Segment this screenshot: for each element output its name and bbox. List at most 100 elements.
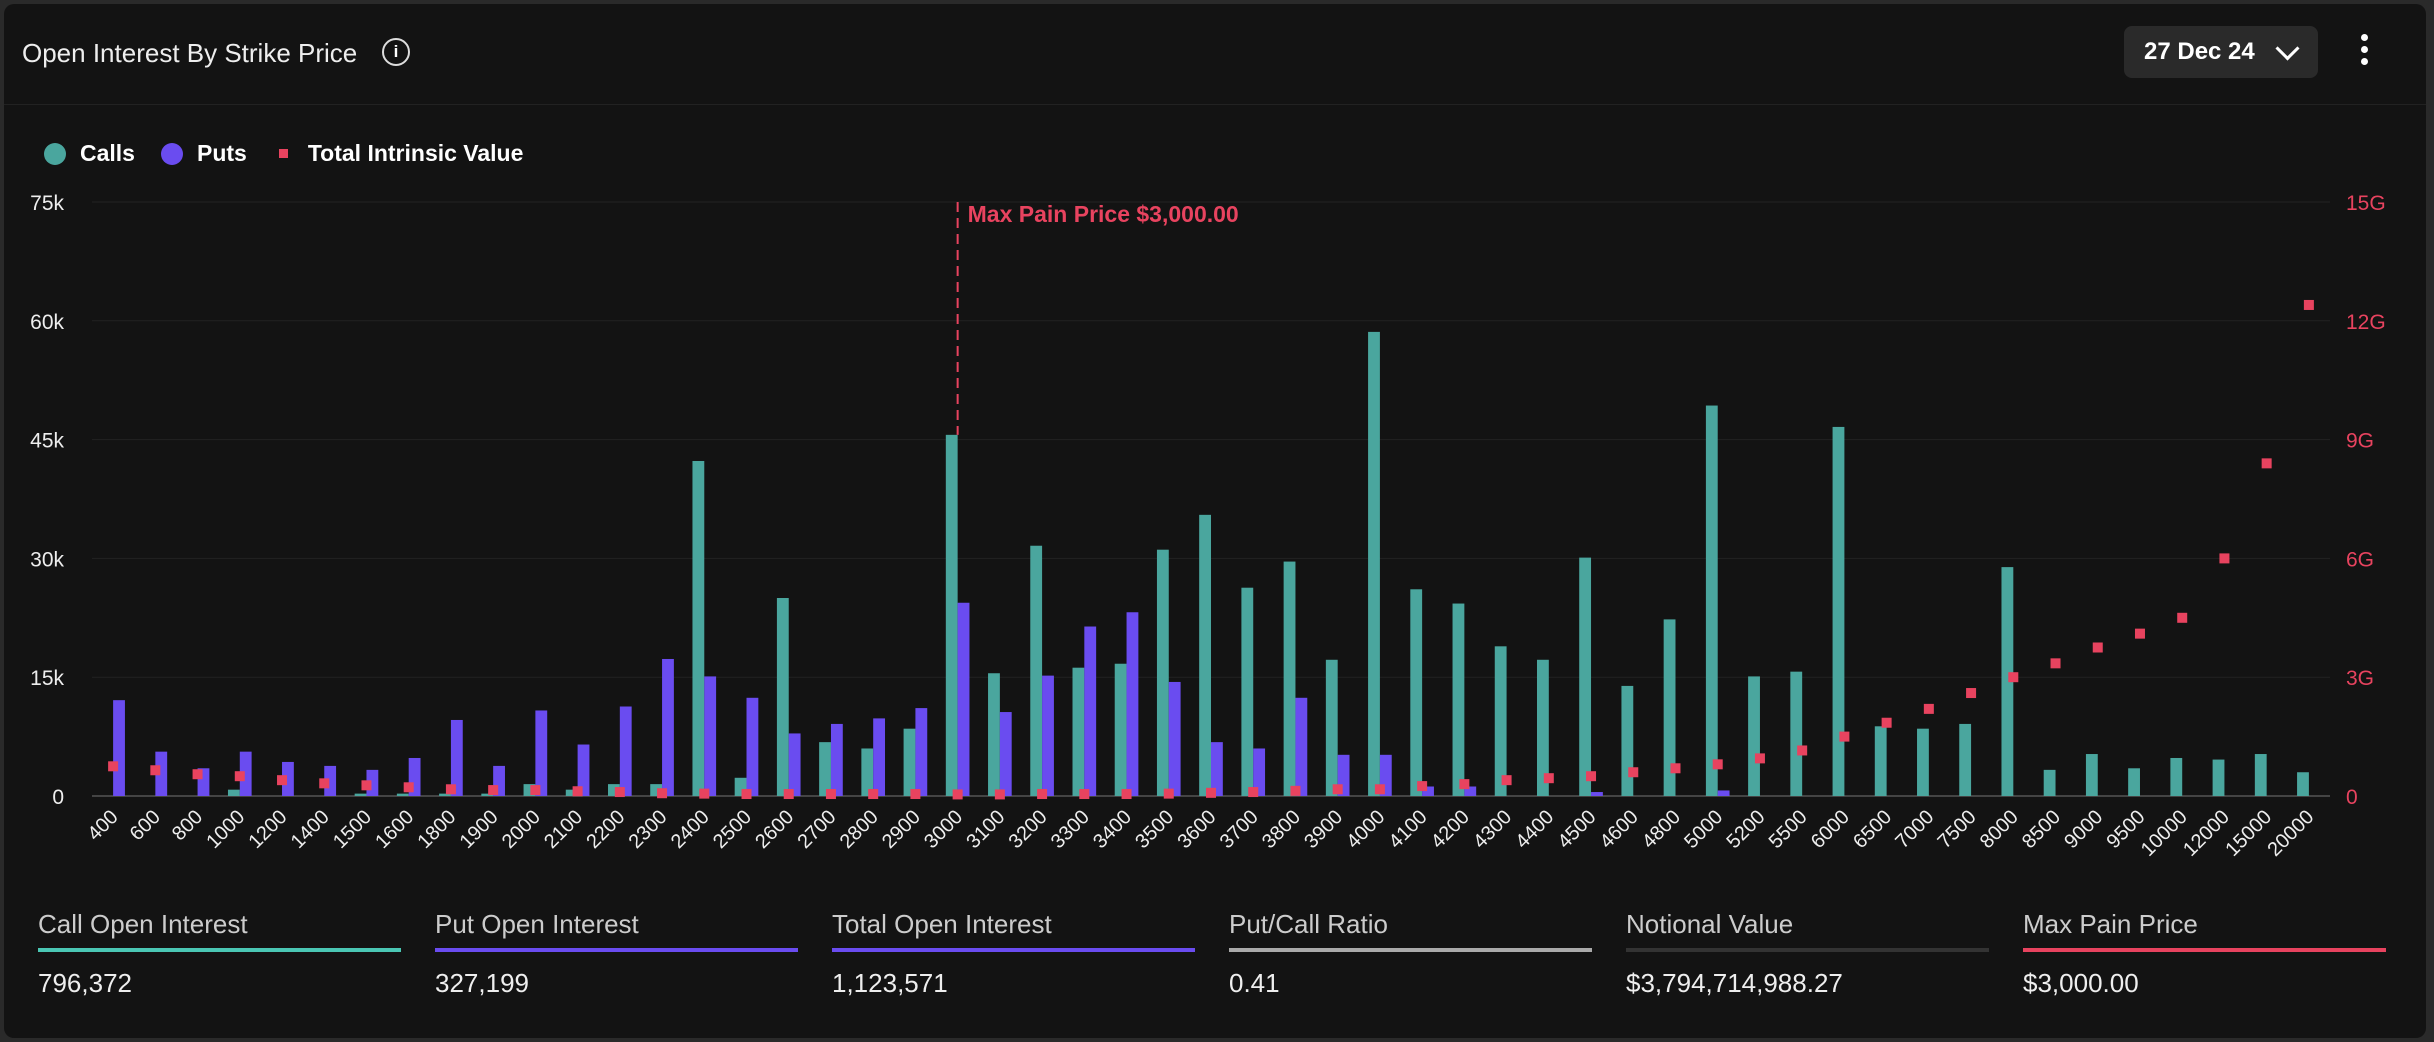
call-bar	[396, 793, 409, 796]
intrinsic-point	[234, 771, 245, 782]
x-tick: 3700	[1216, 806, 1263, 853]
call-bar	[1368, 331, 1380, 796]
intrinsic-point	[1966, 688, 1977, 699]
call-bar	[1874, 726, 1887, 796]
x-tick: 3200	[1005, 806, 1052, 853]
call-bar	[945, 434, 958, 796]
stat-call-oi: Call Open Interest 796,372	[38, 909, 401, 999]
intrinsic-point	[1290, 785, 1301, 796]
x-tick: 600	[126, 806, 165, 845]
stat-value: 0.41	[1229, 968, 1280, 998]
stat-value: 1,123,571	[832, 968, 948, 998]
intrinsic-point	[1332, 784, 1343, 795]
call-bar	[650, 784, 663, 796]
x-tick: 1800	[413, 806, 460, 853]
call-bar	[819, 742, 831, 796]
x-tick: 800	[168, 806, 207, 845]
x-tick: 1600	[371, 806, 418, 853]
put-bar	[1591, 792, 1603, 796]
y-left-tick: 75k	[30, 192, 64, 215]
intrinsic-point	[319, 778, 330, 789]
put-bar	[1422, 786, 1434, 796]
x-tick: 3400	[1089, 806, 1136, 853]
stat-label: Max Pain Price	[2023, 909, 2386, 952]
intrinsic-point	[150, 765, 161, 776]
put-bar	[704, 676, 717, 796]
call-bar	[2128, 768, 2140, 796]
call-bar	[608, 784, 620, 796]
intrinsic-point	[1712, 759, 1723, 770]
puts-dot-icon	[160, 142, 183, 165]
y-right-tick: 9G	[2346, 430, 2374, 453]
x-tick: 5000	[1680, 806, 1727, 853]
intrinsic-point	[2261, 458, 2272, 469]
y-left-tick: 45k	[30, 430, 64, 453]
x-tick: 2700	[793, 806, 840, 853]
x-tick: 3600	[1174, 806, 1221, 853]
call-bar	[1621, 685, 1634, 796]
put-bar	[113, 700, 125, 796]
intrinsic-point	[825, 789, 836, 800]
intrinsic-point	[1417, 781, 1428, 792]
x-tick: 4500	[1554, 806, 1601, 853]
intrinsic-point	[488, 785, 499, 796]
legend-intrinsic-label: Total Intrinsic Value	[307, 140, 524, 166]
legend-puts[interactable]: Puts	[160, 140, 247, 167]
put-bar	[1379, 754, 1392, 796]
intrinsic-point	[108, 761, 119, 772]
call-bar	[1790, 671, 1803, 796]
max-pain-label: Max Pain Price $3,000.00	[968, 201, 1239, 227]
x-tick: 5200	[1722, 806, 1769, 853]
put-bar	[493, 765, 505, 796]
call-bar	[1494, 646, 1507, 796]
x-tick: 6000	[1807, 806, 1854, 853]
more-options-icon[interactable]	[2354, 34, 2374, 74]
info-icon[interactable]: i	[382, 38, 410, 66]
x-tick: 3900	[1300, 806, 1347, 853]
expiry-date-select[interactable]: 27 Dec 24	[2124, 26, 2318, 78]
call-bar	[988, 673, 1000, 796]
stat-value: $3,794,714,988.27	[1626, 968, 1843, 998]
call-bar	[1917, 728, 1929, 796]
intrinsic-point	[530, 785, 541, 796]
legend-calls[interactable]: Calls	[44, 140, 135, 167]
stat-label: Total Open Interest	[832, 909, 1195, 952]
x-tick: 8000	[1976, 806, 2023, 853]
put-bar	[999, 712, 1012, 796]
call-bar	[2043, 769, 2056, 796]
x-tick: 5500	[1765, 806, 1812, 853]
x-tick: 4000	[1342, 806, 1389, 853]
intrinsic-point	[1459, 779, 1470, 790]
intrinsic-point	[445, 784, 456, 795]
x-tick: 2900	[878, 806, 925, 853]
put-bar	[957, 602, 970, 796]
x-tick: 2800	[836, 806, 883, 853]
stat-notional: Notional Value $3,794,714,988.27	[1626, 909, 1989, 999]
intrinsic-point	[2050, 658, 2061, 669]
stat-value: $3,000.00	[2023, 968, 2139, 998]
call-bar	[1030, 545, 1043, 796]
put-bar	[408, 757, 421, 796]
x-tick: 20000	[2264, 806, 2319, 861]
x-tick: 1000	[202, 806, 249, 853]
put-bar	[915, 708, 928, 796]
x-tick: 2000	[498, 806, 545, 853]
call-bar	[861, 748, 874, 796]
x-tick: 9000	[2060, 806, 2107, 853]
y-right-tick: 15G	[2346, 192, 2386, 215]
legend-intrinsic[interactable]: Total Intrinsic Value	[273, 140, 524, 167]
intrinsic-point	[1670, 763, 1681, 774]
date-label: 27 Dec 24	[2144, 38, 2255, 65]
y-right-tick: 12G	[2346, 311, 2386, 334]
x-tick: 4200	[1427, 806, 1474, 853]
put-bar	[746, 697, 759, 796]
intrinsic-point	[1754, 753, 1765, 764]
call-bar	[1241, 587, 1254, 796]
put-bar	[1337, 754, 1350, 796]
x-tick: 2500	[709, 806, 756, 853]
call-bar	[1579, 557, 1592, 796]
intrinsic-point	[868, 789, 879, 800]
call-bar	[354, 793, 367, 796]
call-bar	[1452, 603, 1465, 796]
